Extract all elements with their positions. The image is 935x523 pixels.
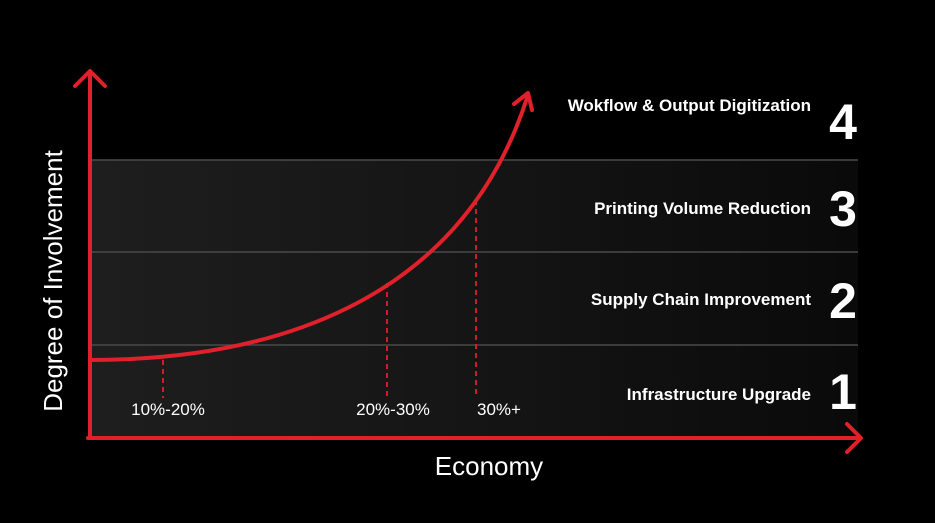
level-4-number: 4 (829, 94, 857, 150)
level-2-label: Supply Chain Improvement (591, 290, 811, 309)
level-1-label: Infrastructure Upgrade (627, 385, 811, 404)
x-axis-label: Economy (435, 451, 543, 481)
x-axis-arrowhead (845, 422, 863, 454)
level-4-label: Wokflow & Output Digitization (568, 96, 811, 115)
marker-label-1: 10%-20% (131, 400, 205, 419)
y-axis-arrowhead (73, 69, 107, 88)
level-1-number: 1 (829, 364, 857, 420)
growth-curve (88, 93, 530, 362)
level-3-number: 3 (829, 181, 857, 237)
y-axis-label: Degree of Involvement (38, 149, 68, 411)
level-2-number: 2 (829, 273, 857, 329)
level-3-label: Printing Volume Reduction (594, 199, 811, 218)
marker-label-3: 30%+ (477, 400, 521, 419)
marker-label-2: 20%-30% (356, 400, 430, 419)
growth-curve-arrowhead (512, 91, 534, 112)
